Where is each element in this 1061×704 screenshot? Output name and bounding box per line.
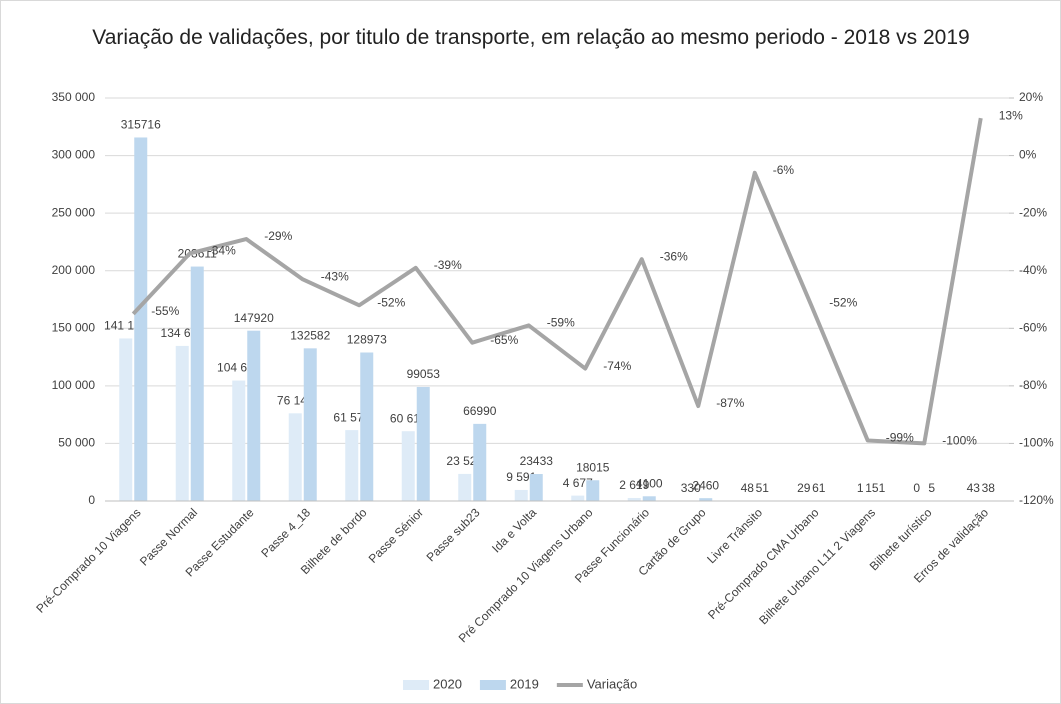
x-tick-label: Livre Trânsito [704,505,765,566]
data-label: -59% [547,316,575,330]
data-label: 51 [756,481,770,495]
data-label: -55% [151,304,179,318]
bar [699,498,713,501]
y2-tick-label: 20% [1019,90,1043,104]
bar [586,480,600,501]
data-label: -43% [321,270,349,284]
x-tick-label: Pré-Comprado 10 Viagens [33,505,143,615]
bar [175,345,189,501]
y-tick-label: 250 000 [52,205,96,219]
data-label: 29 [797,481,811,495]
data-label: -100% [942,434,977,448]
y-tick-label: 150 000 [52,320,96,334]
data-label: 128973 [347,333,387,347]
bar [514,489,528,501]
data-label: 23433 [520,454,554,468]
data-label: 2 619 [619,478,649,492]
data-label: -74% [603,359,631,373]
line [131,117,983,446]
data-label: 9 591 [506,470,536,484]
data-label: 147920 [234,311,274,325]
data-label: -87% [716,396,744,410]
bar [303,348,317,501]
bar [627,497,641,501]
data-label: 151 [865,481,885,495]
y-tick-label: 350 000 [52,90,96,104]
data-label: -65% [490,333,518,347]
bar [119,338,133,501]
y2-tick-label: 0% [1019,148,1037,162]
x-tick-label: Passe Normal [137,505,200,568]
data-label: 48 [741,481,755,495]
data-label: 1 [857,481,864,495]
legend-swatch [479,680,506,690]
data-label: -34% [208,244,236,258]
bar [529,474,543,501]
data-label: -29% [264,229,292,243]
data-label: 330 [681,481,701,495]
y2-tick-label: -20% [1019,205,1047,219]
data-label: 4 677 [563,476,593,490]
x-tick-label: Passe 4_18 [258,505,313,560]
data-label: 132582 [290,329,330,343]
y-tick-label: 0 [88,493,95,507]
data-label: 43 [967,481,981,495]
data-label: 2460 [692,478,719,492]
data-label: -6% [773,163,795,177]
data-label: 38 [982,481,996,495]
data-label: -99% [886,431,914,445]
data-label: 0 [913,481,920,495]
x-tick-label: Ida e Volta [489,505,539,555]
bar [401,431,415,501]
data-label: -52% [377,295,405,309]
bar [247,330,261,501]
bar [360,352,374,501]
data-label: 4100 [636,476,663,490]
y-tick-label: 100 000 [52,378,96,392]
bar [473,423,487,501]
data-label: 99053 [407,367,441,381]
data-label: 5 [928,481,935,495]
legend-label: 2020 [433,676,462,691]
legend-swatch [403,680,429,690]
data-label: 18015 [576,460,610,474]
data-label: 61 [812,481,826,495]
bar [642,496,656,501]
bar [458,473,472,501]
bar [288,413,302,501]
y2-tick-label: -120% [1019,493,1054,507]
bar [232,380,246,501]
data-label: -52% [829,295,857,309]
legend-label: 2019 [510,676,539,691]
bar [190,266,204,501]
x-tick-label: Passe sub23 [424,505,483,564]
bar [134,137,148,501]
bar [416,386,430,501]
x-tick-label: Bilhete Urbano L11 2 Viagens [756,505,878,627]
data-label: -39% [434,258,462,272]
x-tick-label: Passe Sénior [366,505,426,565]
data-label: 66990 [463,404,497,418]
data-label: -36% [660,249,688,263]
y2-tick-label: -40% [1019,263,1047,277]
legend-label: Variação [587,676,637,691]
x-tick-label: Pré-Comprado CMA Urbano [705,505,822,622]
bar [571,495,585,501]
y2-tick-label: -100% [1019,436,1054,450]
y2-tick-label: -80% [1019,378,1047,392]
y-tick-label: 300 000 [52,148,96,162]
y-tick-label: 50 000 [58,436,95,450]
y2-tick-label: -60% [1019,320,1047,334]
data-label: 13% [999,108,1023,122]
chart-title: Variação de validações, por titulo de tr… [92,26,970,49]
data-label: 315716 [121,118,161,132]
bar [345,430,359,501]
y-tick-label: 200 000 [52,263,96,277]
